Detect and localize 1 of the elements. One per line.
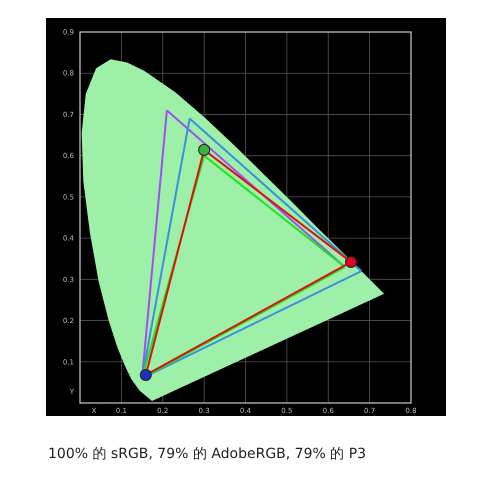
text: 100% 的 sRGB, 79% 的 AdobeRGB, 79% 的 P3 — [48, 446, 366, 462]
